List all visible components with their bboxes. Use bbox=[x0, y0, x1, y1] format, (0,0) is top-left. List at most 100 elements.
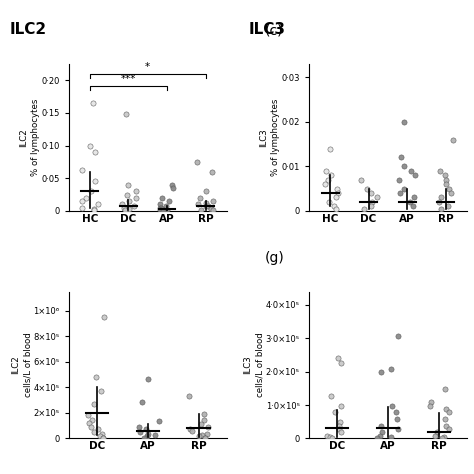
Point bbox=[393, 415, 401, 423]
Point bbox=[438, 194, 445, 201]
Point bbox=[322, 167, 330, 174]
Point bbox=[368, 198, 376, 206]
Point bbox=[436, 167, 444, 174]
Point bbox=[89, 416, 96, 423]
Point bbox=[400, 163, 408, 170]
Point bbox=[145, 375, 152, 383]
Point bbox=[125, 181, 132, 189]
Point bbox=[442, 422, 450, 429]
Point bbox=[100, 313, 108, 321]
Point bbox=[330, 202, 337, 210]
Point bbox=[200, 410, 208, 418]
Point bbox=[441, 415, 448, 423]
Text: (c): (c) bbox=[264, 24, 283, 37]
Point bbox=[151, 431, 158, 439]
Point bbox=[156, 206, 164, 214]
Text: ILC2: ILC2 bbox=[9, 22, 46, 37]
Point bbox=[125, 197, 133, 205]
Point bbox=[440, 433, 447, 441]
Point bbox=[202, 202, 210, 210]
Point bbox=[202, 187, 210, 195]
Point bbox=[142, 426, 150, 433]
Point bbox=[324, 176, 332, 183]
Point bbox=[199, 431, 206, 439]
Point bbox=[210, 206, 217, 214]
Point bbox=[138, 398, 146, 406]
Point bbox=[367, 202, 375, 210]
Point bbox=[407, 198, 414, 206]
Point bbox=[169, 184, 176, 192]
Point bbox=[374, 434, 381, 442]
Point bbox=[100, 434, 107, 442]
Point bbox=[204, 202, 212, 210]
Text: (g): (g) bbox=[264, 251, 284, 265]
Point bbox=[207, 204, 214, 211]
Y-axis label: ILC3
% of lymphocytes: ILC3 % of lymphocytes bbox=[259, 99, 280, 176]
Point bbox=[90, 400, 97, 408]
Point bbox=[158, 194, 166, 201]
Point bbox=[136, 428, 144, 436]
Point bbox=[396, 189, 403, 197]
Point bbox=[188, 428, 196, 435]
Point bbox=[96, 432, 104, 440]
Point bbox=[325, 198, 333, 206]
Point bbox=[446, 185, 453, 192]
Point bbox=[92, 374, 100, 381]
Point bbox=[336, 425, 343, 433]
Y-axis label: ILC3
cells/L of blood: ILC3 cells/L of blood bbox=[244, 333, 264, 397]
Point bbox=[99, 434, 107, 441]
Point bbox=[78, 204, 85, 211]
Point bbox=[394, 332, 402, 339]
Point bbox=[130, 202, 137, 210]
Point bbox=[135, 423, 143, 430]
Point bbox=[367, 189, 375, 197]
Point bbox=[156, 201, 164, 208]
Point bbox=[194, 201, 201, 208]
Point bbox=[91, 178, 99, 185]
Text: *: * bbox=[145, 63, 150, 73]
Point bbox=[78, 197, 86, 205]
Point bbox=[94, 426, 101, 433]
Point bbox=[169, 181, 176, 189]
Point bbox=[132, 187, 139, 195]
Point bbox=[373, 194, 381, 201]
Point bbox=[94, 201, 102, 208]
Point bbox=[327, 433, 334, 441]
Point bbox=[378, 428, 386, 436]
Point bbox=[90, 428, 97, 436]
Point bbox=[123, 110, 130, 118]
Point bbox=[326, 145, 333, 152]
Point bbox=[209, 197, 217, 205]
Point bbox=[444, 202, 451, 210]
Point bbox=[158, 205, 166, 213]
Point bbox=[144, 430, 152, 438]
Point bbox=[185, 392, 193, 400]
Point bbox=[358, 176, 365, 183]
Point bbox=[400, 118, 408, 126]
Point bbox=[377, 369, 384, 376]
Point bbox=[409, 202, 417, 210]
Point bbox=[442, 405, 450, 413]
Point bbox=[438, 434, 446, 442]
Point bbox=[442, 385, 449, 393]
Point bbox=[84, 411, 91, 419]
Point bbox=[443, 176, 450, 183]
Point bbox=[388, 365, 395, 373]
Point bbox=[202, 199, 210, 207]
Point bbox=[155, 417, 163, 425]
Point bbox=[449, 136, 456, 144]
Point bbox=[336, 419, 343, 426]
Point bbox=[446, 409, 453, 416]
Point bbox=[82, 194, 90, 201]
Point bbox=[441, 172, 449, 179]
Text: ILC3: ILC3 bbox=[249, 22, 286, 37]
Point bbox=[433, 428, 441, 436]
Point bbox=[87, 423, 94, 430]
Point bbox=[376, 432, 384, 439]
Point bbox=[328, 392, 335, 400]
Point bbox=[86, 142, 93, 149]
Point bbox=[201, 434, 209, 442]
Point bbox=[165, 197, 173, 205]
Text: ***: *** bbox=[121, 74, 136, 84]
Point bbox=[91, 148, 99, 156]
